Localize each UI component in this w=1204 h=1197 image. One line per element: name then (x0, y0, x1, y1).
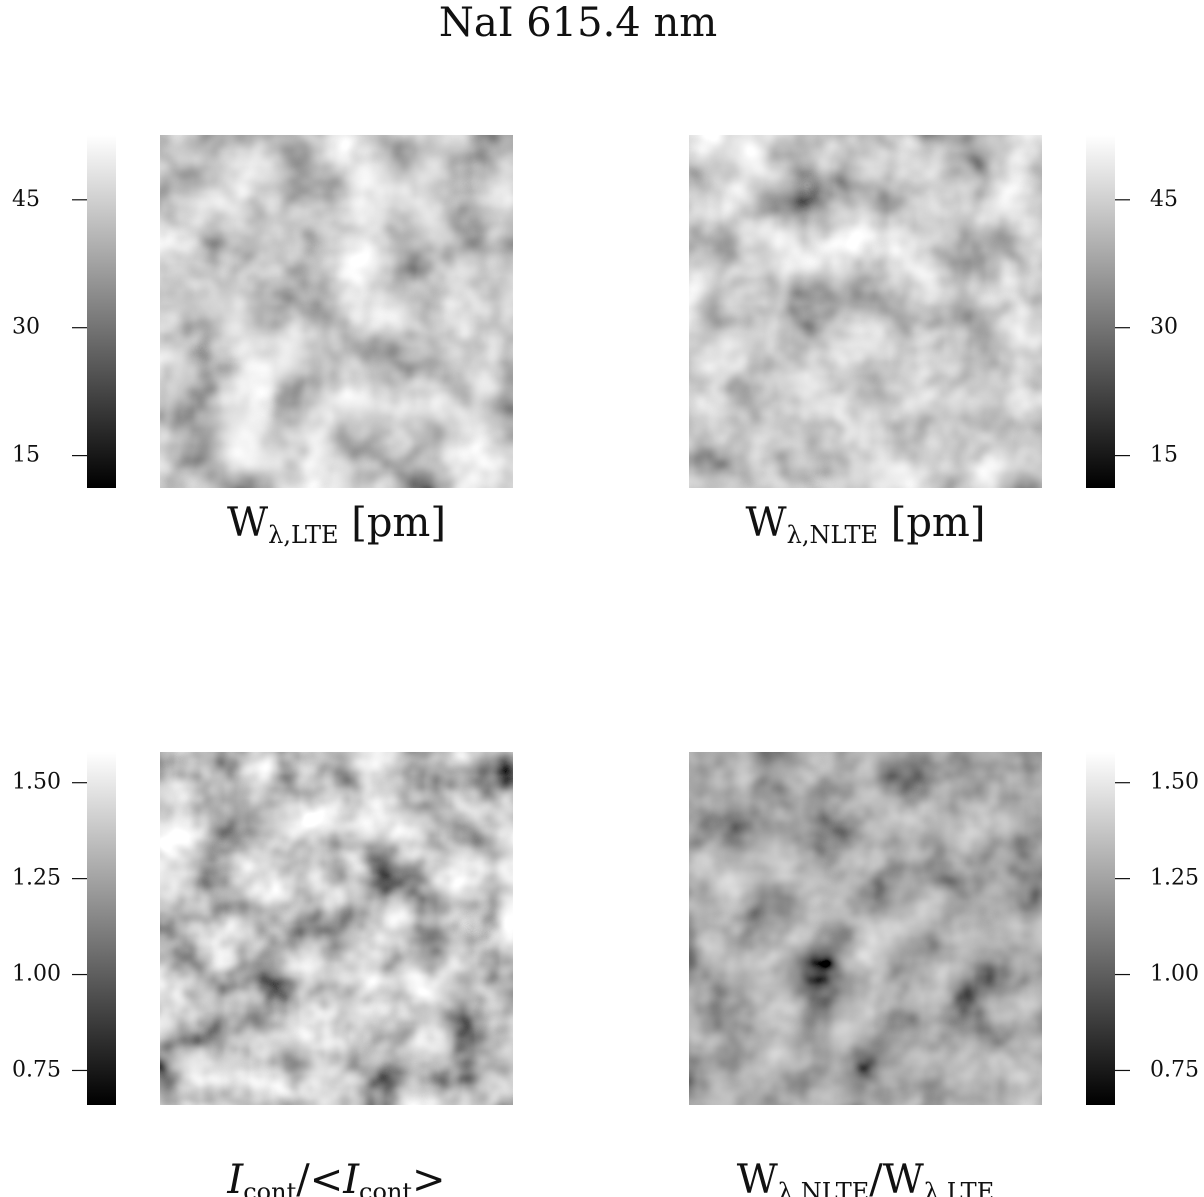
colorbar-tick-label: 45 (1150, 187, 1178, 212)
panel-label: Wλ,NLTE [pm] (746, 500, 986, 549)
panel-label: Wλ,NLTE/Wλ,LTE (737, 1157, 994, 1197)
colorbar-tick-label: 45 (12, 187, 40, 212)
label-part: W (746, 500, 787, 546)
colorbar-tick-label: 1.50 (1150, 770, 1199, 795)
colorbar (87, 752, 116, 1105)
label-part: I (342, 1157, 360, 1197)
colorbar-tick-label: 30 (12, 315, 40, 340)
label-part: λ,NLTE (778, 1178, 869, 1197)
heatmap-image (160, 752, 513, 1105)
heatmap-image (689, 135, 1042, 488)
label-part: /W (869, 1157, 924, 1197)
figure: NaI 615.4 nm 15 30 45 Wλ,LTE [pm] 15 30 45 Wλ,N… (0, 0, 1204, 1197)
label-part: > (412, 1157, 446, 1197)
label-part: cont (243, 1178, 296, 1197)
colorbar (87, 135, 116, 488)
colorbar-tick-label: 1.00 (12, 962, 61, 987)
colorbar-tick-label: 1.50 (12, 770, 61, 795)
label-part: [pm] (339, 500, 446, 546)
colorbar (1086, 752, 1115, 1105)
panel-label: Icont/<Icont> (226, 1157, 445, 1197)
figure-title: NaI 615.4 nm (439, 0, 717, 46)
label-part: W (737, 1157, 778, 1197)
label-part: λ,LTE (268, 521, 338, 549)
label-part: I (226, 1157, 244, 1197)
label-part: λ,NLTE (787, 521, 878, 549)
label-part: W (227, 500, 268, 546)
panel-label: Wλ,LTE [pm] (227, 500, 446, 549)
colorbar-tick-label: 1.25 (12, 866, 61, 891)
colorbar-tick-label: 1.25 (1150, 866, 1199, 891)
colorbar-tick-label: 0.75 (1150, 1057, 1199, 1082)
colorbar-tick-label: 15 (12, 443, 40, 468)
heatmap-image (160, 135, 513, 488)
label-part: λ,LTE (924, 1178, 994, 1197)
label-part: /< (296, 1157, 343, 1197)
colorbar-tick-label: 15 (1150, 443, 1178, 468)
colorbar-tick-label: 0.75 (12, 1057, 61, 1082)
colorbar-tick-label: 30 (1150, 315, 1178, 340)
heatmap-image (689, 752, 1042, 1105)
colorbar-tick-label: 1.00 (1150, 962, 1199, 987)
colorbar (1086, 135, 1115, 488)
label-part: cont (359, 1178, 412, 1197)
label-part: [pm] (878, 500, 985, 546)
